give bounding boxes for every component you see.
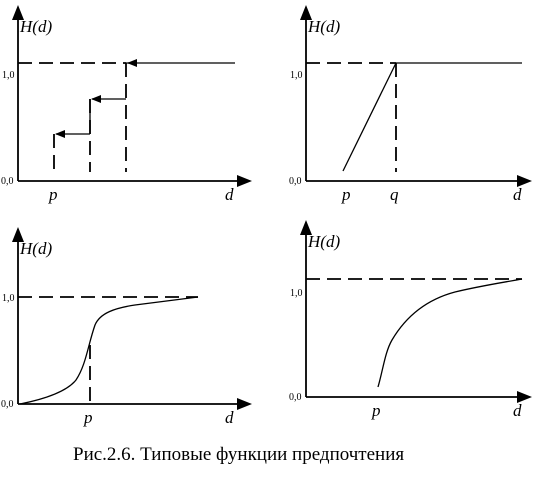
y-axis-label: H(d) (307, 232, 340, 251)
y-axis-arrow-icon (12, 5, 24, 20)
x-mark-p: p (83, 408, 93, 427)
tick-zero: 0,0 (1, 399, 14, 410)
tick-one: 1,0 (290, 70, 303, 81)
s-curve (19, 296, 199, 405)
panel-s-curve-function: H(d) 1,0 0,0 p d (1, 227, 252, 427)
panel-step-function: H(d) 1,0 0,0 p d (1, 5, 252, 204)
tick-one: 1,0 (290, 288, 303, 299)
y-axis-arrow-icon (12, 227, 24, 242)
x-mark-p: p (341, 185, 351, 204)
concave-curve (377, 278, 523, 388)
panel-concave-function: H(d) 1,0 0,0 p d (289, 220, 532, 420)
tick-one: 1,0 (2, 293, 15, 304)
figure-caption: Рис.2.6. Типовые функции предпочтения (73, 444, 404, 465)
x-axis-arrow-icon (517, 175, 532, 187)
x-axis-arrow-icon (237, 398, 252, 410)
y-axis-label: H(d) (307, 17, 340, 36)
x-axis-label: d (513, 401, 522, 420)
y-axis-arrow-icon (300, 220, 312, 235)
x-mark-p: p (48, 185, 58, 204)
y-axis-label: H(d) (19, 17, 52, 36)
x-mark-q: q (390, 185, 399, 204)
y-axis-arrow-icon (300, 5, 312, 20)
tick-one: 1,0 (2, 70, 15, 81)
x-mark-p: p (371, 401, 381, 420)
x-axis-label: d (513, 185, 522, 204)
panel-linear-function: H(d) 1,0 0,0 p q d (289, 5, 532, 204)
x-axis-label: d (225, 185, 234, 204)
x-axis-arrow-icon (237, 175, 252, 187)
linear-ramp (342, 62, 397, 172)
y-axis-label: H(d) (19, 239, 52, 258)
tick-zero: 0,0 (289, 392, 302, 403)
x-axis-arrow-icon (517, 391, 532, 403)
tick-zero: 0,0 (1, 176, 14, 187)
x-axis-label: d (225, 408, 234, 427)
tick-zero: 0,0 (289, 176, 302, 187)
